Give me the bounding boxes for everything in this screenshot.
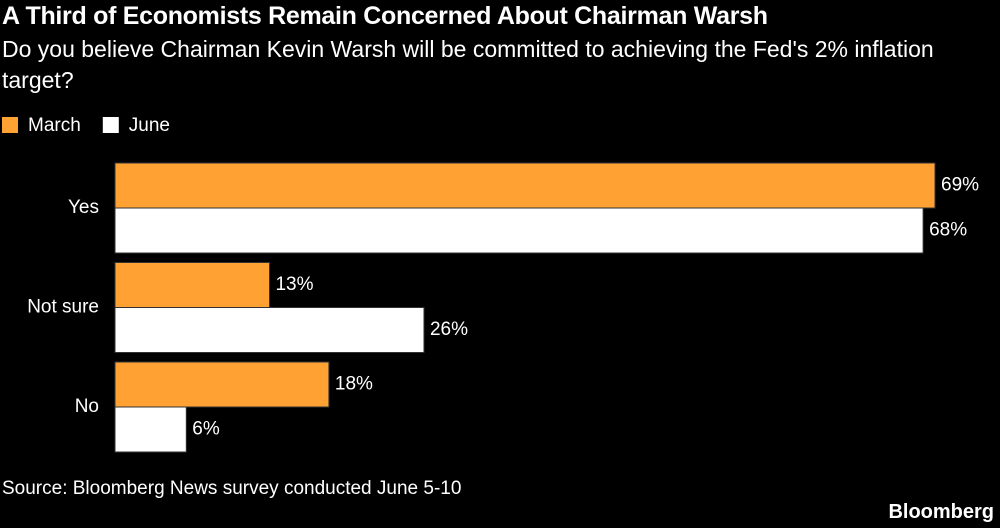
source-note: Source: Bloomberg News survey conducted …	[2, 478, 462, 499]
legend-label: June	[129, 115, 170, 136]
bar	[114, 361, 330, 408]
legend-label: March	[28, 115, 81, 136]
bar	[114, 162, 936, 209]
chart-title: A Third of Economists Remain Concerned A…	[2, 2, 768, 30]
bar	[114, 406, 187, 453]
value-label: 6%	[192, 419, 220, 440]
brand: Bloomberg	[888, 501, 994, 523]
chart-subtitle: Do you believe Chairman Kevin Warsh will…	[2, 36, 934, 93]
value-label: 13%	[275, 274, 313, 295]
value-label: 18%	[335, 374, 373, 395]
bar	[114, 262, 270, 308]
bar	[114, 207, 924, 254]
category-label: Yes	[68, 197, 99, 218]
category-label: Not sure	[27, 297, 99, 318]
category-label: No	[75, 396, 99, 417]
legend-swatch	[2, 117, 18, 133]
value-label: 68%	[929, 220, 967, 241]
value-label: 69%	[941, 175, 979, 196]
bar	[114, 307, 425, 353]
value-label: 26%	[430, 319, 468, 340]
legend-swatch	[102, 117, 119, 133]
